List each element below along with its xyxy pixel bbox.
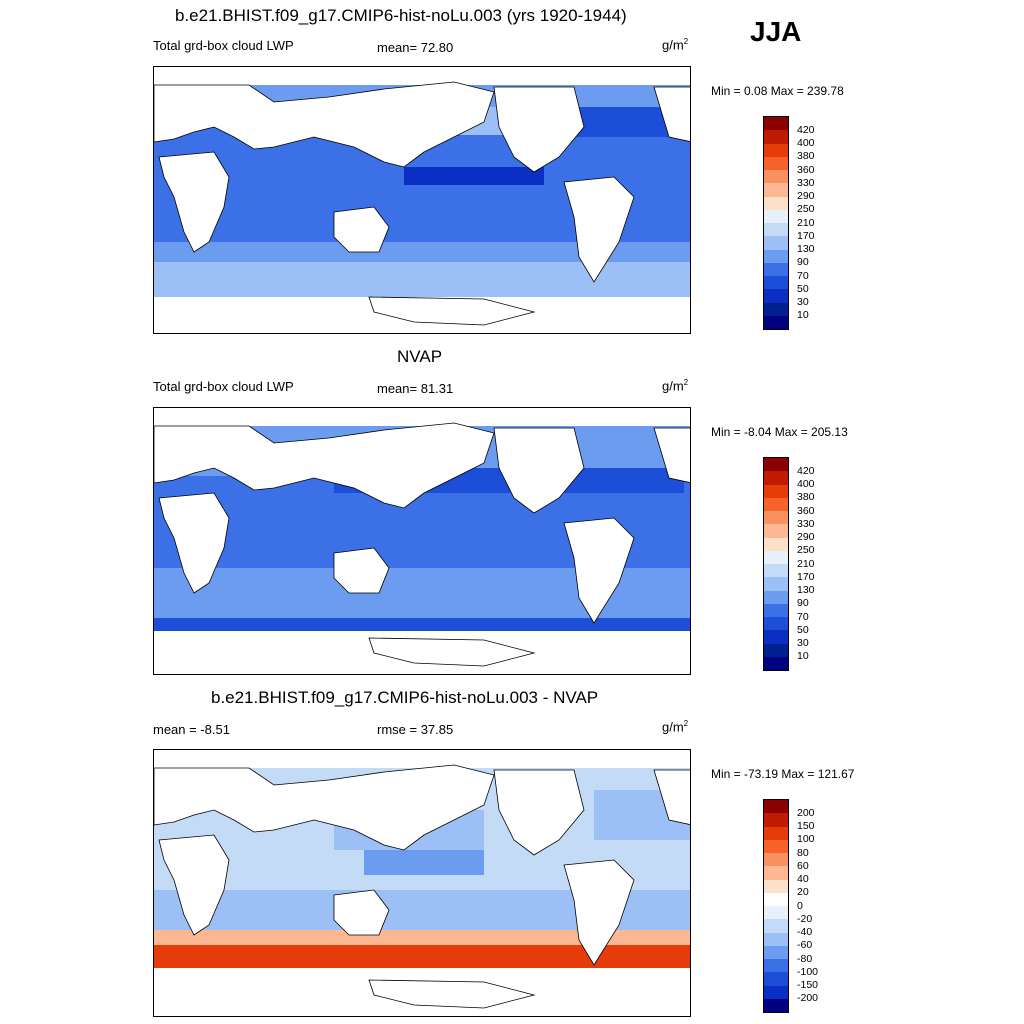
colorbar-tick-label: 30: [797, 637, 809, 649]
panel1-map: [153, 66, 691, 334]
panel3-rmse: rmse = 37.85: [377, 722, 454, 737]
colorbar-tick-label: 290: [797, 190, 815, 202]
panel2-colorbar: [763, 457, 789, 671]
panel3-title: b.e21.BHIST.f09_g17.CMIP6-hist-noLu.003 …: [211, 688, 599, 707]
colorbar-tick-label: 400: [797, 137, 815, 149]
panel1-field-label: Total grd-box cloud LWP: [153, 38, 294, 53]
colorbar-tick-label: -150: [797, 979, 819, 991]
panel3-mean: mean = -8.51: [153, 722, 230, 737]
colorbar-tick-label: 380: [797, 150, 815, 162]
colorbar-tick-label: 420: [797, 124, 815, 136]
panel2-minmax: Min = -8.04 Max = 205.13: [711, 425, 848, 439]
colorbar-tick-label: 360: [797, 164, 815, 176]
colorbar-tick-label: 70: [797, 611, 809, 623]
panel1-mean: mean= 72.80: [377, 40, 454, 55]
colorbar-tick-label: -60: [797, 939, 813, 951]
colorbar-tick-label: 0: [797, 900, 803, 912]
panel2-field-label: Total grd-box cloud LWP: [153, 379, 294, 394]
colorbar-tick-label: -80: [797, 953, 813, 965]
panel2-title: NVAP: [397, 347, 443, 366]
panel2-unit: g/m2: [662, 378, 689, 394]
colorbar-tick-label: 40: [797, 873, 809, 885]
colorbar-tick-label: 20: [797, 886, 809, 898]
colorbar-tick-label: 360: [797, 505, 815, 517]
panel2-map: [153, 407, 691, 675]
panel3-minmax: Min = -73.19 Max = 121.67: [711, 767, 855, 781]
colorbar-tick-label: 330: [797, 518, 815, 530]
colorbar-tick-label: 250: [797, 544, 815, 556]
colorbar-tick-label: 400: [797, 478, 815, 490]
colorbar-tick-label: 80: [797, 847, 809, 859]
colorbar-tick-label: 380: [797, 491, 815, 503]
colorbar-tick-label: 210: [797, 558, 815, 570]
colorbar-tick-label: 170: [797, 230, 815, 242]
colorbar-tick-label: 420: [797, 465, 815, 477]
panel3-map: [153, 749, 691, 1017]
colorbar-tick-label: 30: [797, 296, 809, 308]
colorbar-tick-label: 10: [797, 650, 809, 662]
panel1-title: b.e21.BHIST.f09_g17.CMIP6-hist-noLu.003 …: [175, 6, 627, 25]
colorbar-tick-label: -200: [797, 992, 819, 1004]
colorbar-tick-label: -100: [797, 966, 819, 978]
colorbar-tick-label: 130: [797, 584, 815, 596]
colorbar-tick-label: 60: [797, 860, 809, 872]
colorbar-tick-label: 290: [797, 531, 815, 543]
colorbar-tick-label: 10: [797, 309, 809, 321]
colorbar-tick-label: 130: [797, 243, 815, 255]
panel2-mean: mean= 81.31: [377, 381, 454, 396]
colorbar-tick-label: -20: [797, 913, 813, 925]
colorbar-tick-label: 100: [797, 833, 815, 845]
colorbar-tick-label: 150: [797, 820, 815, 832]
colorbar-tick-label: 330: [797, 177, 815, 189]
season-label: JJA: [750, 16, 802, 47]
panel3-colorbar: [763, 799, 789, 1013]
colorbar-tick-label: 50: [797, 624, 809, 636]
colorbar-tick-label: 90: [797, 256, 809, 268]
colorbar-tick-label: 210: [797, 217, 815, 229]
colorbar-tick-label: 50: [797, 283, 809, 295]
panel1-minmax: Min = 0.08 Max = 239.78: [711, 84, 844, 98]
colorbar-tick-label: -40: [797, 926, 813, 938]
colorbar-tick-label: 200: [797, 807, 815, 819]
colorbar-tick-label: 70: [797, 270, 809, 282]
panel3-unit: g/m2: [662, 719, 689, 735]
panel1-colorbar: [763, 116, 789, 330]
colorbar-tick-label: 90: [797, 597, 809, 609]
panel1-unit: g/m2: [662, 37, 689, 53]
colorbar-tick-label: 250: [797, 203, 815, 215]
colorbar-tick-label: 170: [797, 571, 815, 583]
